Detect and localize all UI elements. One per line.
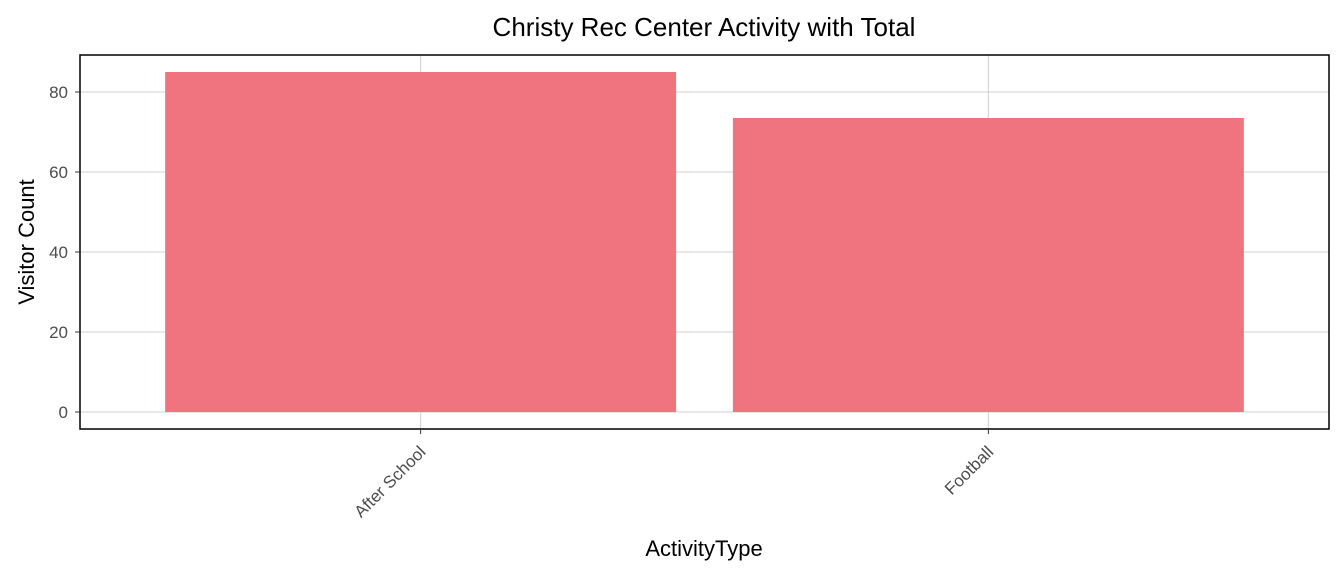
y-tick-label: 40 [49, 243, 68, 262]
x-axis: After School Football [351, 429, 997, 521]
bar-football [732, 118, 1244, 412]
y-axis: 0 20 40 60 80 [49, 83, 80, 422]
chart-title: Christy Rec Center Activity with Total [493, 12, 916, 42]
bars [165, 72, 1244, 412]
x-axis-title: ActivityType [645, 536, 762, 561]
bar-after-school [165, 72, 677, 412]
x-tick-label: Football [941, 442, 997, 498]
y-tick-label: 20 [49, 323, 68, 342]
y-tick-label: 80 [49, 83, 68, 102]
y-tick-label: 0 [59, 403, 68, 422]
y-tick-label: 60 [49, 163, 68, 182]
x-tick-label: After School [351, 442, 430, 521]
y-axis-title: Visitor Count [14, 179, 39, 305]
plot-panel-border [79, 54, 1330, 430]
